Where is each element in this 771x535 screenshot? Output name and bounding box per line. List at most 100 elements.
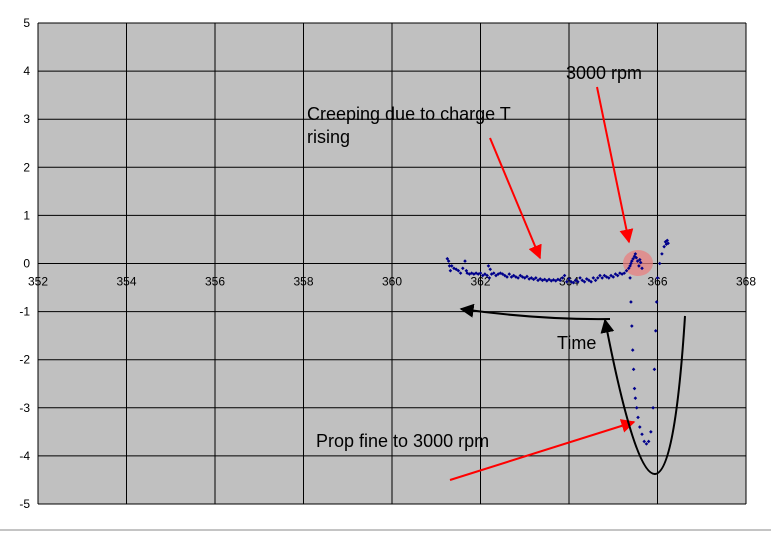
data-point (578, 276, 582, 280)
data-point (446, 259, 451, 263)
data-point (652, 367, 657, 372)
data-point (640, 266, 644, 271)
y-tick-label: 4 (23, 64, 30, 78)
data-point (576, 279, 580, 284)
y-tick-label: -4 (19, 449, 30, 463)
data-point (649, 430, 653, 434)
x-tick-label: 356 (205, 275, 225, 289)
data-point (518, 273, 523, 278)
annotation-prop-fine: Prop fine to 3000 rpm (316, 431, 489, 451)
data-point (445, 256, 450, 261)
data-point (628, 276, 632, 280)
data-point (632, 386, 637, 391)
data-point (522, 276, 527, 280)
x-tick-label: 358 (293, 275, 313, 289)
data-point (634, 255, 639, 260)
data-point (472, 272, 476, 276)
data-point (600, 276, 604, 280)
data-point (520, 275, 525, 279)
data-point (644, 442, 649, 446)
annotation-3000-rpm: 3000 rpm (566, 63, 642, 83)
data-point (558, 278, 562, 283)
data-point (494, 273, 498, 278)
data-point (591, 276, 596, 280)
data-point (509, 275, 514, 279)
data-point (503, 273, 507, 278)
y-tick-label: 5 (23, 16, 30, 30)
data-point (458, 271, 463, 275)
3000-rpm-highlight (623, 250, 653, 276)
data-point (655, 276, 660, 280)
data-point (507, 272, 512, 276)
data-point (640, 432, 644, 437)
data-point (584, 277, 589, 281)
data-point (536, 278, 540, 283)
data-point (486, 264, 491, 268)
data-point (598, 273, 602, 278)
y-tick-label: 0 (23, 257, 30, 271)
data-point (560, 276, 565, 280)
data-point (631, 367, 636, 372)
data-point (491, 271, 496, 275)
data-point (571, 280, 576, 285)
data-point (634, 406, 639, 410)
data-point (511, 273, 516, 278)
data-point (480, 273, 485, 278)
data-point (498, 271, 503, 275)
data-point (582, 279, 587, 284)
data-point (654, 300, 659, 304)
data-point (642, 439, 647, 444)
time-arrow-curve (600, 315, 686, 475)
x-tick-label: 368 (736, 275, 756, 289)
tick-labels: 352 354 356 358 360 362 364 366 368543210-1-2-3-… (19, 16, 756, 511)
data-point (587, 278, 591, 283)
data-point (613, 272, 618, 276)
data-point (542, 277, 547, 282)
data-point (593, 278, 598, 283)
data-point (609, 273, 613, 278)
data-point (547, 277, 551, 282)
data-point (653, 329, 658, 333)
data-point (630, 348, 635, 352)
data-point (461, 266, 465, 271)
data-point (505, 275, 509, 279)
data-point (580, 278, 585, 283)
y-tick-label: -5 (19, 497, 30, 511)
data-point (635, 259, 640, 263)
y-tick-label: -1 (19, 305, 30, 319)
x-tick-label: 352 (28, 275, 48, 289)
data-point (449, 264, 454, 268)
data-point (633, 252, 638, 256)
data-point (615, 273, 620, 278)
data-point (456, 268, 461, 273)
data-point (567, 277, 571, 281)
data-point (485, 273, 489, 278)
data-point (637, 264, 641, 268)
data-point (564, 279, 569, 284)
data-point (465, 271, 470, 275)
data-point (562, 273, 567, 278)
annotation-creeping: Creeping due to charge T (307, 104, 511, 124)
data-point (454, 267, 458, 272)
data-point (545, 279, 549, 283)
data-point (487, 276, 492, 280)
grid-lines (37, 22, 747, 505)
data-point (483, 272, 487, 276)
x-tick-label: 366 (647, 275, 667, 289)
x-tick-label: 362 (470, 275, 490, 289)
data-point (666, 241, 670, 246)
data-point (478, 271, 483, 275)
data-point (525, 274, 529, 279)
y-tick-label: 1 (23, 208, 30, 222)
data-point (624, 268, 629, 273)
data-point (665, 238, 670, 243)
data-point (534, 276, 538, 280)
data-point (630, 324, 634, 328)
data-point (589, 279, 593, 284)
data-point (662, 244, 666, 249)
3000-rpm-arrow (596, 86, 634, 244)
x-tick-label: 360 (382, 275, 402, 289)
data-point (657, 261, 662, 266)
data-point (607, 276, 611, 280)
